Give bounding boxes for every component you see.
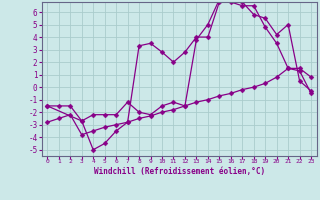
X-axis label: Windchill (Refroidissement éolien,°C): Windchill (Refroidissement éolien,°C) bbox=[94, 167, 265, 176]
